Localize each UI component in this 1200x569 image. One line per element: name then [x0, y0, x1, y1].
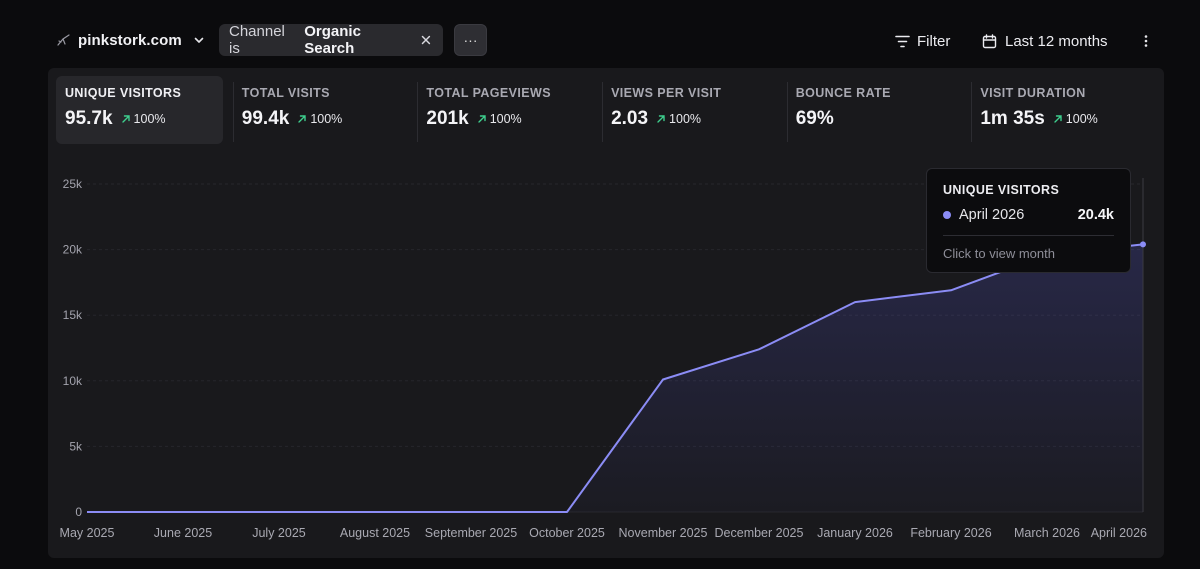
more-label: ··· [463, 32, 478, 48]
metric-change: 100% [477, 112, 522, 126]
metric-label: UNIQUE VISITORS [65, 86, 182, 100]
top-bar: pinkstork.com Channel is Organic Search … [0, 0, 1200, 68]
filter-button[interactable]: Filter [895, 30, 950, 52]
metric-label: VISIT DURATION [980, 86, 1086, 100]
metric-change-value: 100% [1065, 112, 1098, 126]
more-options-button[interactable] [1138, 31, 1154, 51]
filter-chip-prefix: Channel is [229, 23, 285, 57]
metric-change-value: 100% [669, 112, 702, 126]
metric-label: TOTAL VISITS [241, 86, 330, 100]
calendar-icon [982, 33, 997, 48]
metric-label: VIEWS PER VISIT [611, 86, 722, 100]
metric-total-visits[interactable]: TOTAL VISITS 99.4k 100% [232, 76, 418, 144]
metric-label: TOTAL PAGEVIEWS [426, 86, 551, 100]
more-vertical-icon [1144, 35, 1148, 47]
metric-change: 100% [1053, 112, 1098, 126]
metric-total-pageviews[interactable]: TOTAL PAGEVIEWS 201k 100% [417, 76, 602, 144]
arrow-up-right-icon [478, 115, 486, 123]
metric-change-value: 100% [310, 112, 343, 126]
filter-chip-value: Organic Search [304, 23, 361, 57]
metric-value: 95.7k [65, 108, 113, 129]
metric-change: 100% [656, 112, 701, 126]
metric-change-value: 100% [489, 112, 522, 126]
date-range-label: Last 12 months [1005, 32, 1108, 50]
arrow-up-right-icon [121, 115, 130, 123]
arrow-up-right-icon [657, 115, 665, 123]
metric-unique-visitors[interactable]: UNIQUE VISITORS 95.7k 100% [56, 76, 223, 144]
metric-value: 69% [795, 108, 834, 129]
metric-value: 99.4k [241, 108, 290, 129]
tooltip-value: 20.4k [1077, 207, 1114, 223]
date-range-picker[interactable]: Last 12 months [982, 30, 1108, 52]
metric-change: 100% [121, 112, 166, 126]
chevron-down-icon [194, 37, 204, 43]
metric-label: BOUNCE RATE [795, 86, 891, 100]
chart-tooltip[interactable]: UNIQUE VISITORS April 2026 20.4k Click t… [926, 168, 1131, 273]
tooltip-hint: Click to view month [943, 246, 1055, 261]
tooltip-title: UNIQUE VISITORS [943, 183, 1060, 197]
arrow-up-right-icon [1054, 115, 1062, 123]
metric-change: 100% [297, 112, 342, 126]
metrics-row: UNIQUE VISITORS 95.7k 100% TOTAL VISITS … [56, 76, 1156, 144]
site-name: pinkstork.com [78, 31, 182, 49]
close-icon[interactable] [419, 33, 433, 47]
filter-icon [895, 35, 910, 47]
channel-filter-chip[interactable]: Channel is Organic Search [219, 23, 443, 57]
stork-logo-icon [56, 32, 72, 48]
analytics-panel: UNIQUE VISITORS 95.7k 100% TOTAL VISITS … [48, 68, 1164, 558]
metric-value: 201k [426, 108, 469, 129]
tooltip-month: April 2026 [959, 207, 1025, 223]
metric-change-value: 100% [133, 112, 166, 126]
more-filters-button[interactable]: ··· [454, 24, 487, 56]
tooltip-divider [943, 235, 1114, 236]
series-dot-icon [943, 211, 951, 219]
metric-visit-duration[interactable]: VISIT DURATION 1m 35s 100% [971, 76, 1156, 144]
arrow-up-right-icon [298, 115, 307, 123]
site-switcher[interactable]: pinkstork.com [56, 28, 206, 52]
metric-views-per-visit[interactable]: VIEWS PER VISIT 2.03 100% [602, 76, 787, 144]
metric-bounce-rate[interactable]: BOUNCE RATE 69% [786, 76, 972, 144]
filter-label: Filter [917, 32, 951, 50]
metric-value: 2.03 [611, 108, 649, 129]
metric-value: 1m 35s [980, 108, 1045, 129]
